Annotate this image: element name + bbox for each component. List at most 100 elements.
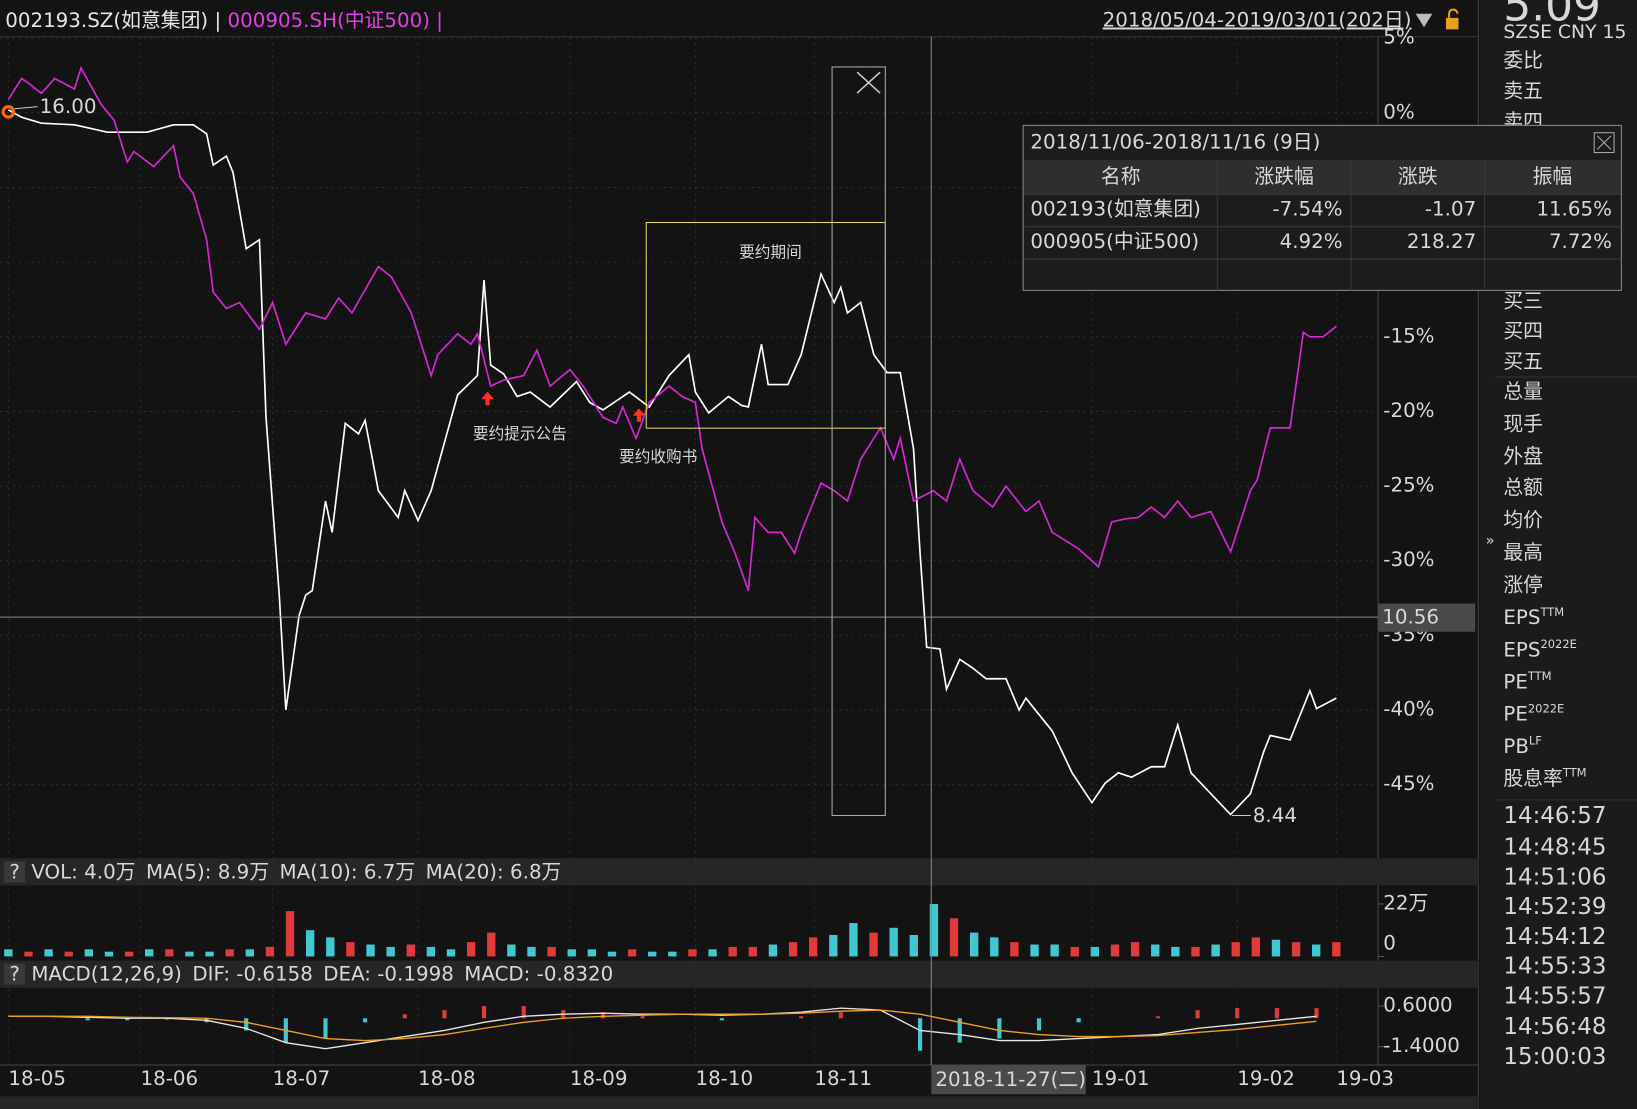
- quote-label: 涨停: [1503, 573, 1543, 596]
- popup-cell: 7.72%: [1549, 230, 1612, 253]
- lock-icon: [1448, 8, 1459, 18]
- ratio-superscript: LF: [1529, 733, 1542, 747]
- header-title: 002193.SZ(如意集团) | 000905.SH(中证500) |: [5, 9, 443, 32]
- popup-close[interactable]: [1593, 132, 1615, 154]
- quote-label: 总额: [1503, 476, 1543, 499]
- legend-entry: MACD: -0.8320: [464, 963, 613, 986]
- volume-bar: [969, 932, 979, 957]
- quote-label: 买三: [1503, 289, 1543, 312]
- volume-bar: [1191, 946, 1200, 957]
- popup-cell: -1.07: [1425, 197, 1476, 220]
- plot-layer: 5%0%-5%-10%-15%-20%-25%-30%-35%-40%-45%1…: [0, 26, 1460, 1090]
- volume-bar: [426, 946, 436, 957]
- volume-bar: [104, 951, 114, 957]
- macd-bar: [85, 1018, 90, 1021]
- volume-bar: [366, 944, 375, 957]
- volume-bar: [1231, 942, 1240, 957]
- popup-close-x[interactable]: [1596, 135, 1612, 150]
- volume-bar: [326, 937, 335, 957]
- volume-bar: [1090, 946, 1100, 957]
- volume-bar: [708, 949, 717, 957]
- vol-header-bg: [0, 858, 1479, 886]
- macd-line: [8, 1009, 1317, 1042]
- macd-bar: [244, 1018, 249, 1031]
- dropdown-icon[interactable]: [1415, 13, 1433, 28]
- trade-time: 14:55:57: [1503, 984, 1606, 1010]
- selection-close[interactable]: [856, 71, 881, 94]
- price-line: [7, 65, 1337, 591]
- ratio-name: PE: [1503, 702, 1528, 725]
- y-tick-label: 5%: [1383, 26, 1414, 49]
- ratio-superscript: TTM: [1539, 604, 1564, 618]
- volume-bar: [728, 946, 737, 957]
- macd-bar: [719, 1018, 724, 1021]
- ratio-name: PB: [1503, 734, 1529, 757]
- x-tick-label: 18-11: [814, 1067, 872, 1090]
- ratio-label: EPSTTM: [1503, 604, 1564, 628]
- x-tick-label: 18-09: [570, 1067, 628, 1090]
- x-tick-label: 18-06: [140, 1067, 198, 1090]
- popup-cell: 218.27: [1407, 230, 1476, 253]
- macd-bar: [918, 1018, 923, 1051]
- volume-bar: [607, 951, 617, 957]
- volume-bar: [1211, 944, 1220, 957]
- macd-bar: [600, 1012, 606, 1019]
- volume-bar: [285, 911, 295, 957]
- ratio-label: 股息率TTM: [1503, 765, 1586, 789]
- macd-bar: [521, 1006, 526, 1019]
- volume-bar: [165, 949, 174, 957]
- macd-bar: [481, 1006, 487, 1019]
- macd-bar: [1235, 1008, 1240, 1019]
- volume-bar: [990, 937, 999, 957]
- event-arrow[interactable]: [481, 391, 494, 406]
- help-box[interactable]: [4, 861, 26, 883]
- lock-icon[interactable]: [1445, 17, 1459, 30]
- start-leader: [14, 106, 38, 110]
- volume-bar: [145, 949, 154, 957]
- start-marker: [1, 105, 16, 119]
- x-tick-label: 18-05: [8, 1067, 66, 1090]
- quote-label: 卖五: [1503, 80, 1543, 103]
- volume-bar: [1010, 942, 1019, 957]
- price-line: [7, 109, 1337, 816]
- volume-bar: [245, 949, 254, 957]
- x-tick-label: 19-01: [1092, 1067, 1150, 1090]
- quote-label: 总量: [1503, 380, 1543, 403]
- y-tick-label: -20%: [1383, 399, 1434, 422]
- index-name: 000905.SH(中证500): [227, 9, 429, 32]
- volume-bar: [1291, 942, 1301, 957]
- popup-header-bg: [1024, 159, 1621, 195]
- volume-bar: [949, 918, 959, 957]
- volume-bar: [849, 923, 858, 957]
- last-price: 5.09: [1503, 0, 1601, 31]
- popup-header: 涨跌: [1398, 165, 1438, 188]
- macd-bar: [640, 1016, 645, 1019]
- x-tick-label: 19-02: [1237, 1067, 1295, 1090]
- macd-bar: [838, 1012, 843, 1019]
- volume-bar: [527, 946, 536, 957]
- volume-bar: [406, 944, 415, 957]
- help-box[interactable]: [4, 963, 26, 985]
- trade-time: 14:48:45: [1503, 834, 1606, 860]
- help-icon[interactable]: ?: [9, 860, 20, 883]
- expand-arrow[interactable]: »: [1486, 532, 1495, 549]
- popup-title: 2018/11/06-2018/11/16 (9日): [1030, 131, 1320, 154]
- quote-label: 外盘: [1503, 445, 1543, 468]
- trade-time: 14:46:57: [1503, 803, 1606, 829]
- volume-bar: [1271, 939, 1281, 957]
- x-tick-label: 18-07: [273, 1067, 331, 1090]
- legend-entry: MA(20): 6.8万: [426, 860, 562, 883]
- y-tick-label: -40%: [1383, 698, 1434, 721]
- quote-label: 均价: [1503, 509, 1543, 532]
- volume-bar: [44, 949, 53, 957]
- side-panel: 5.09 SZSE CNY 15 » 委比卖五卖四买三买四买五总量现手外盘总额均…: [1486, 0, 1637, 1070]
- quote-label: 买四: [1503, 320, 1543, 343]
- popup-header: 名称: [1101, 165, 1141, 188]
- quote-label: 委比: [1503, 49, 1543, 72]
- event-arrow[interactable]: [632, 408, 646, 422]
- selection-range[interactable]: [831, 66, 886, 817]
- date-range[interactable]: 2018/05/04-2019/03/01(202日): [1103, 9, 1412, 32]
- y-tick-label: 0%: [1383, 100, 1414, 123]
- help-icon[interactable]: ?: [9, 963, 20, 986]
- separator: |: [436, 9, 443, 32]
